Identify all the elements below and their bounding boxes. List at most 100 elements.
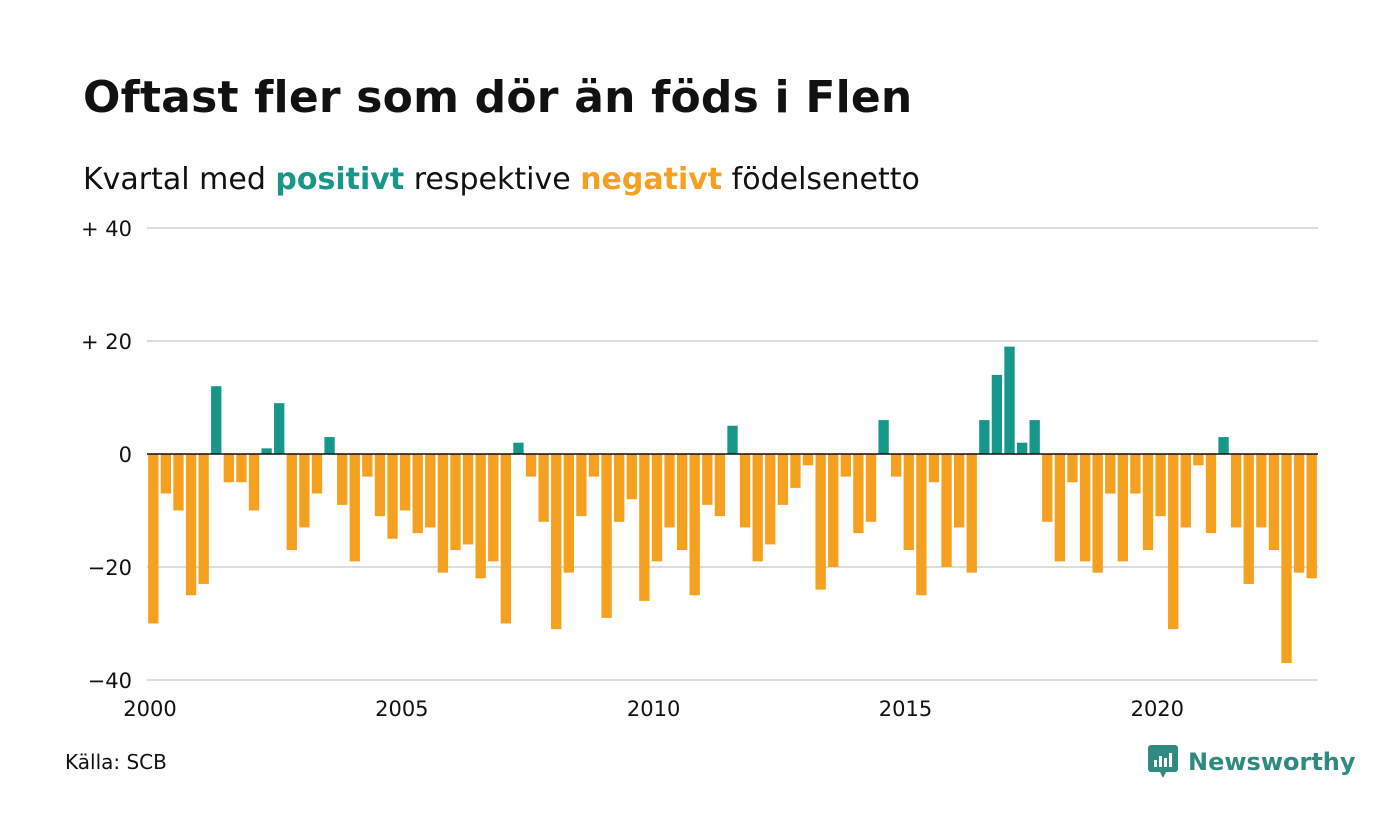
bar <box>412 454 423 534</box>
bar <box>1193 454 1204 466</box>
bar <box>714 454 726 517</box>
bar <box>1168 454 1179 630</box>
bar <box>639 454 650 601</box>
subtitle-negative-word: negativt <box>580 162 723 197</box>
bar <box>878 420 889 454</box>
chart-title: Oftast fler som dör än föds i Flen <box>83 72 913 123</box>
y-tick-label: −20 <box>88 556 132 580</box>
x-tick-label: 2010 <box>627 697 680 721</box>
bar <box>828 454 839 567</box>
x-tick-label: 2020 <box>1131 697 1184 721</box>
bar <box>1142 454 1154 551</box>
bar <box>626 454 637 500</box>
bar <box>160 454 172 494</box>
bar <box>1218 437 1229 454</box>
bar <box>1117 454 1128 562</box>
bar <box>916 454 927 596</box>
grid-lines <box>147 227 1318 681</box>
subtitle-positive-word: positivt <box>275 162 405 197</box>
bar <box>853 454 864 534</box>
bar <box>891 454 902 477</box>
axes: + 40 + 20 0 −20 −40 2000 2005 2010 2015 2020 <box>81 217 1318 721</box>
bar <box>614 454 625 522</box>
bar <box>563 454 574 573</box>
bar <box>437 454 449 573</box>
bar <box>475 454 486 579</box>
bar <box>374 454 386 517</box>
y-tick-label: 0 <box>119 443 132 467</box>
bar <box>588 454 600 477</box>
bars <box>148 346 1317 664</box>
bar <box>299 454 310 528</box>
bar <box>525 454 537 477</box>
y-tick-label: + 40 <box>81 217 132 241</box>
bar <box>551 454 562 630</box>
bar <box>198 454 209 584</box>
brand-logo: Newsworthy <box>1148 745 1356 779</box>
bar <box>966 454 977 573</box>
bar <box>311 454 323 494</box>
source-note: Källa: SCB <box>65 750 167 774</box>
bar <box>1079 454 1091 562</box>
bar <box>1205 454 1217 534</box>
bar <box>324 437 335 454</box>
newsworthy-logo-icon <box>1148 745 1178 778</box>
bar <box>488 454 499 562</box>
bar <box>337 454 348 505</box>
x-tick-label: 2015 <box>879 697 932 721</box>
bar <box>236 454 247 483</box>
bar <box>727 425 738 454</box>
bar <box>601 454 612 618</box>
bar <box>1293 454 1305 573</box>
bar <box>840 454 851 477</box>
y-tick-label: + 20 <box>81 330 132 354</box>
bar <box>664 454 675 528</box>
bar <box>1281 454 1292 664</box>
bar <box>387 454 398 539</box>
bar <box>462 454 474 545</box>
bar <box>1243 454 1254 584</box>
bar <box>702 454 713 505</box>
subtitle-prefix: Kvartal med <box>83 162 276 197</box>
bar <box>148 454 159 624</box>
bar <box>941 454 952 567</box>
bar <box>1016 442 1028 454</box>
bar <box>790 454 801 488</box>
bar <box>211 386 222 454</box>
bar <box>676 454 688 551</box>
bar <box>576 454 587 517</box>
bar <box>500 454 512 624</box>
x-tick-label: 2000 <box>123 697 176 721</box>
bar <box>1105 454 1116 494</box>
bar <box>274 403 285 454</box>
bar <box>1029 420 1040 454</box>
bar <box>1054 454 1066 562</box>
bar <box>1092 454 1103 573</box>
bar <box>1180 454 1191 528</box>
bar <box>185 454 197 596</box>
bar <box>513 442 524 454</box>
y-tick-label: −40 <box>88 669 132 693</box>
bar <box>777 454 789 505</box>
bar <box>399 454 411 511</box>
bar <box>1004 346 1015 454</box>
bar <box>349 454 360 562</box>
subtitle-middle: respektive <box>404 162 581 197</box>
bar <box>953 454 965 528</box>
bar <box>651 454 663 562</box>
subtitle-suffix: födelsenetto <box>722 162 920 197</box>
bar <box>802 454 814 466</box>
bar <box>752 454 763 562</box>
bar <box>1130 454 1141 494</box>
bar <box>1042 454 1053 522</box>
bar <box>450 454 461 551</box>
bar <box>261 448 272 454</box>
bar <box>1155 454 1166 517</box>
bar <box>928 454 940 483</box>
bar <box>739 454 751 528</box>
bar <box>865 454 877 522</box>
bar <box>1230 454 1242 528</box>
bar <box>979 420 990 454</box>
bar <box>903 454 914 551</box>
bar <box>362 454 373 477</box>
